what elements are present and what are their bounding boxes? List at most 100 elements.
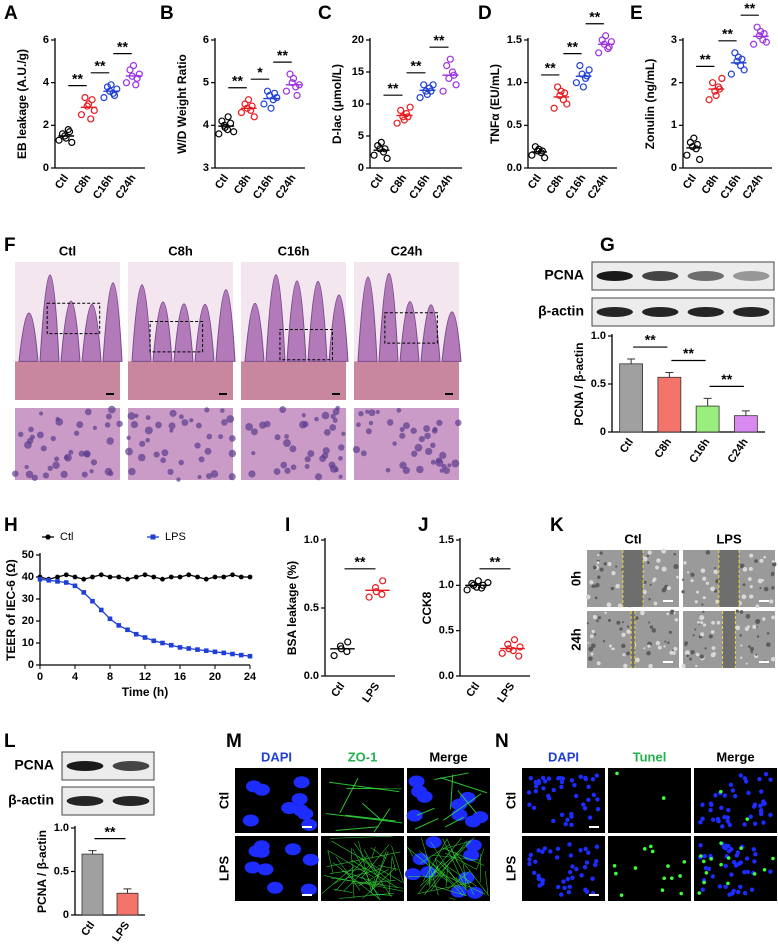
cell (595, 583, 600, 588)
cell (642, 556, 648, 562)
blot-band (733, 307, 770, 317)
villus (441, 311, 462, 362)
nucleus (40, 445, 47, 452)
junction (430, 841, 466, 897)
data-point (753, 23, 761, 31)
panel-letter: L (4, 731, 16, 752)
nucleus (253, 783, 270, 796)
nucleus (742, 822, 747, 827)
junction (414, 818, 439, 830)
data-point (561, 89, 569, 97)
data-point (270, 89, 279, 97)
nucleus (289, 445, 297, 453)
cell (692, 634, 695, 637)
data-point (177, 645, 183, 650)
error-bar (741, 410, 750, 416)
villus (328, 294, 349, 362)
significance-label: ** (700, 51, 711, 67)
junction (373, 850, 387, 888)
apoptotic-cell (702, 880, 706, 885)
data-point (87, 115, 95, 123)
nucleus (160, 457, 167, 464)
cell (763, 586, 769, 592)
data-point (100, 93, 108, 102)
nucleus (594, 844, 600, 849)
nucleus (570, 864, 575, 869)
blot-label: PCNA (14, 757, 54, 773)
cell (690, 649, 695, 655)
significance-label: ** (434, 32, 445, 48)
data-point (406, 103, 414, 111)
x-tick-label: C8h (544, 172, 566, 196)
cell (608, 644, 612, 648)
y-tick-label: 1 (671, 119, 677, 131)
data-point (420, 81, 428, 89)
villus (215, 289, 236, 362)
nucleus (698, 820, 703, 825)
data-point (218, 117, 226, 125)
nucleus (399, 427, 405, 433)
nucleus (139, 440, 146, 447)
junction (443, 793, 482, 821)
bar (116, 892, 139, 916)
cell (705, 581, 709, 585)
x-tick-label: LPS (110, 920, 132, 944)
nucleus (595, 807, 601, 812)
junction (462, 863, 467, 886)
cell (771, 560, 775, 563)
nucleus (248, 845, 265, 858)
nucleus (242, 814, 259, 827)
nucleus (751, 847, 756, 852)
cell (602, 640, 606, 643)
nucleus (245, 422, 253, 431)
nucleus (570, 875, 575, 880)
cell (611, 570, 616, 576)
cell (591, 584, 595, 588)
nucleus (700, 802, 705, 807)
cell (622, 653, 626, 657)
nucleus (572, 783, 577, 788)
data-point (260, 100, 268, 108)
cell (656, 558, 661, 563)
junction (335, 826, 379, 831)
data-point (602, 32, 610, 40)
nucleus (50, 435, 56, 442)
nucleus (330, 413, 336, 419)
nucleus (116, 420, 123, 428)
data-point (241, 100, 249, 108)
nucleus (403, 422, 410, 430)
cell (697, 620, 700, 624)
significance-label: ** (721, 371, 732, 387)
nucleus (455, 419, 462, 427)
cell (769, 599, 774, 604)
junction (455, 852, 490, 897)
tissue-base (128, 361, 233, 400)
nucleus (352, 445, 361, 454)
y-tick-label: 1.0 (304, 534, 319, 546)
nucleus (761, 820, 766, 825)
data-point (509, 647, 517, 655)
data-point (62, 134, 70, 142)
nucleus (546, 776, 552, 781)
villus (244, 303, 265, 362)
significance-label: ** (645, 332, 656, 348)
nucleus (385, 467, 391, 473)
nucleus (595, 797, 600, 802)
nucleus (746, 790, 751, 796)
junction (455, 877, 468, 889)
column-label: C24h (391, 243, 423, 258)
data-point (72, 583, 78, 589)
nucleus (734, 853, 739, 858)
nucleus (726, 807, 731, 813)
y-tick-label: 5 (358, 130, 364, 142)
cell (634, 616, 639, 621)
nucleus (467, 886, 484, 899)
nucleus (540, 881, 545, 886)
junction (335, 856, 361, 891)
junction (361, 802, 381, 820)
cell (615, 583, 620, 589)
nucleus (702, 853, 707, 859)
nucleus (583, 846, 588, 852)
nucleus (443, 467, 450, 474)
nucleus (748, 814, 753, 819)
